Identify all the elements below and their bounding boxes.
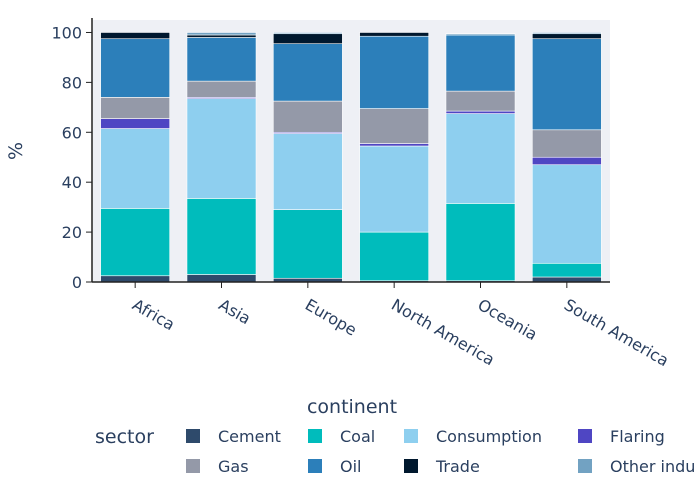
y-axis-label: %: [5, 142, 27, 160]
x-tick-label-south-america: South America: [561, 295, 672, 370]
bar-segment-europe-other-industry: [272, 32, 343, 35]
bar-segment-oceania-coal: [445, 203, 516, 282]
legend-swatch-gas: [186, 459, 200, 473]
y-tick-label: 0: [72, 273, 82, 292]
legend-item-consumption: Consumption: [404, 427, 542, 446]
bar-segment-asia-gas: [186, 80, 257, 98]
bar-segment-asia-trade: [186, 34, 257, 38]
y-tick-label: 60: [62, 123, 82, 142]
y-tick-label: 40: [62, 173, 82, 192]
bar-segment-north-america-oil: [359, 35, 429, 109]
legend-item-other-industry: Other industry: [578, 457, 695, 476]
bar-segment-asia-consumption: [186, 98, 257, 199]
bar-segment-africa-oil: [100, 38, 170, 98]
bar-segment-africa-coal: [100, 208, 170, 277]
legend-swatch-trade: [404, 459, 418, 473]
bar-segment-europe-consumption: [272, 133, 343, 210]
bar-segment-oceania-consumption: [445, 113, 516, 204]
legend-swatch-other-industry: [578, 459, 592, 473]
x-tick-label-africa: Africa: [129, 295, 178, 334]
bar-segment-north-america-trade: [359, 32, 429, 37]
legend-item-trade: Trade: [404, 457, 480, 476]
legend: sector Cement Coal Consumption Flaring Gas Oi…: [95, 426, 695, 476]
x-tick-label-asia: Asia: [216, 295, 255, 328]
y-tick-label: 80: [62, 73, 82, 92]
legend-swatch-consumption: [404, 429, 418, 443]
legend-item-gas: Gas: [186, 457, 249, 476]
legend-label-oil: Oil: [340, 457, 361, 476]
legend-label-other-industry: Other industry: [610, 457, 695, 476]
legend-swatch-flaring: [578, 429, 592, 443]
bar-segment-europe-trade: [272, 33, 343, 45]
legend-item-oil: Oil: [308, 457, 361, 476]
x-tick-label-oceania: Oceania: [475, 295, 541, 344]
legend-swatch-cement: [186, 429, 200, 443]
bar-segment-south-america-oil: [531, 38, 602, 131]
bar-segment-asia-coal: [186, 198, 257, 275]
legend-label-flaring: Flaring: [610, 427, 665, 446]
legend-item-cement: Cement: [186, 427, 281, 446]
bar-segment-africa-consumption: [100, 128, 170, 209]
legend-label-consumption: Consumption: [436, 427, 542, 446]
bar-segment-africa-flaring: [100, 118, 170, 129]
plot-area-background: [92, 20, 610, 282]
legend-swatch-coal: [308, 429, 322, 443]
legend-label-trade: Trade: [435, 457, 480, 476]
legend-label-coal: Coal: [340, 427, 375, 446]
bar-segment-south-america-coal: [531, 262, 602, 278]
bar-segment-north-america-flaring: [359, 143, 429, 147]
bar-segment-africa-trade: [100, 32, 170, 40]
bar-segment-oceania-gas: [445, 90, 516, 112]
bar-segment-africa-cement: [100, 275, 170, 283]
legend-label-gas: Gas: [218, 457, 249, 476]
bar-segment-europe-oil: [272, 43, 343, 102]
bar-segment-oceania-oil: [445, 34, 516, 92]
bar-segment-south-america-trade: [531, 33, 602, 40]
bar-segment-asia-other-industry: [186, 32, 257, 36]
bar-segment-south-america-consumption: [531, 164, 602, 264]
bar-segment-europe-gas: [272, 100, 343, 133]
legend-label-cement: Cement: [218, 427, 281, 446]
bar-segment-africa-gas: [100, 97, 170, 119]
bar-segment-south-america-other-industry: [531, 32, 602, 35]
legend-item-flaring: Flaring: [578, 427, 665, 446]
y-tick-label: 20: [62, 223, 82, 242]
legend-title: sector: [95, 426, 154, 448]
legend-item-coal: Coal: [308, 427, 375, 446]
x-axis-label: continent: [307, 396, 397, 418]
bar-segment-asia-oil: [186, 37, 257, 82]
legend-swatch-oil: [308, 459, 322, 473]
bar-segment-oceania-other-industry: [445, 33, 516, 36]
bar-segment-asia-cement: [186, 274, 257, 283]
bar-segment-south-america-flaring: [531, 156, 602, 166]
y-axis: 0 20 40 60 80 100: [51, 18, 93, 292]
bars-group: [100, 32, 602, 283]
bar-segment-oceania-flaring: [445, 110, 516, 114]
bar-segment-europe-coal: [272, 209, 343, 279]
bar-segment-south-america-gas: [531, 129, 602, 158]
x-tick-label-europe: Europe: [302, 295, 360, 340]
bar-segment-north-america-coal: [359, 231, 429, 282]
bar-segment-north-america-consumption: [359, 145, 429, 233]
bar-segment-north-america-gas: [359, 108, 429, 144]
y-tick-label: 100: [51, 23, 82, 42]
